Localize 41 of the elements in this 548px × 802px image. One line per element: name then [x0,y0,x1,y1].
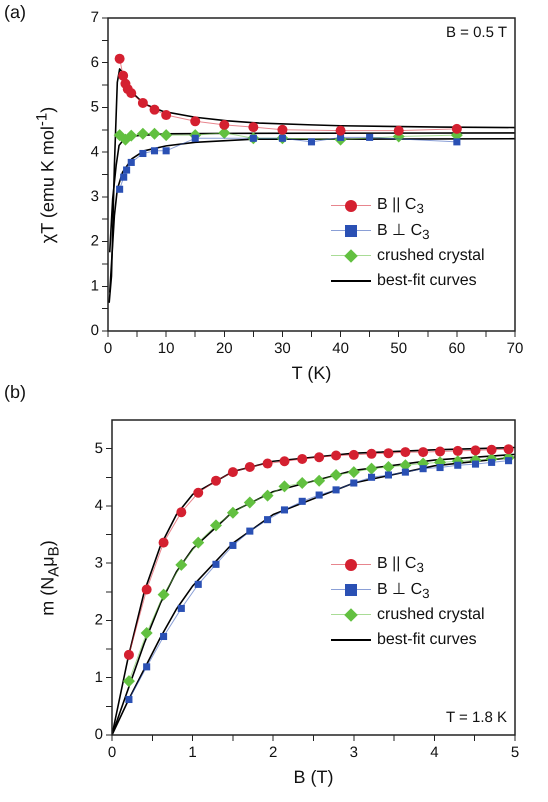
x-tick-label: 40 [332,340,349,358]
x-tick-label: 1 [188,744,197,762]
y-tick-label: 1 [90,277,99,294]
legend-label: B || C$_{3}$ [377,555,424,576]
legend-label: crushed crystal [377,606,485,624]
x-tick-label: 30 [274,340,291,358]
x-tick-label: 4 [430,744,439,762]
annotation: T = 1.8 K [446,709,507,726]
x-tick-label: 20 [216,340,233,358]
x-axis-title: T (K) [292,363,332,384]
y-tick-label: 3 [90,188,99,205]
legend-label: B ⊥ C$_{3}$ [377,220,430,242]
x-tick-label: 70 [506,340,524,358]
y-tick-label: 0 [94,726,103,744]
legend-label: best-fit curves [377,272,477,290]
y-tick-label: 4 [94,497,103,514]
y-tick-label: 7 [90,9,99,26]
x-tick-label: 10 [158,340,174,358]
x-axis-title: B (T) [294,767,334,788]
y-tick-label: 2 [94,612,103,629]
x-tick-label: 3 [350,744,358,762]
x-tick-label: 0 [108,744,116,762]
y-tick-label: 4 [90,143,99,160]
legend-label: best-fit curves [377,631,477,650]
y-tick-label: 2 [90,232,99,250]
text: (a) [4,2,26,23]
y-tick-label: 3 [94,554,103,572]
legend-label: B || C$_{3}$ [377,196,424,216]
x-tick-label: 5 [510,744,520,762]
x-tick-label: 2 [269,744,278,762]
x-tick-label: 50 [390,340,408,358]
text: (b) [4,382,26,403]
y-tick-label: 0 [90,322,99,340]
y-tick-label: 5 [94,440,103,457]
annotation: B = 0.5 T [446,24,507,41]
y-tick-label: 5 [90,98,99,116]
legend-label: crushed crystal [377,246,485,265]
y-tick-label: 1 [94,668,103,686]
x-tick-label: 60 [448,340,466,358]
legend-label: B ⊥ C$_{3}$ [377,580,430,602]
y-tick-label: 6 [90,54,99,71]
